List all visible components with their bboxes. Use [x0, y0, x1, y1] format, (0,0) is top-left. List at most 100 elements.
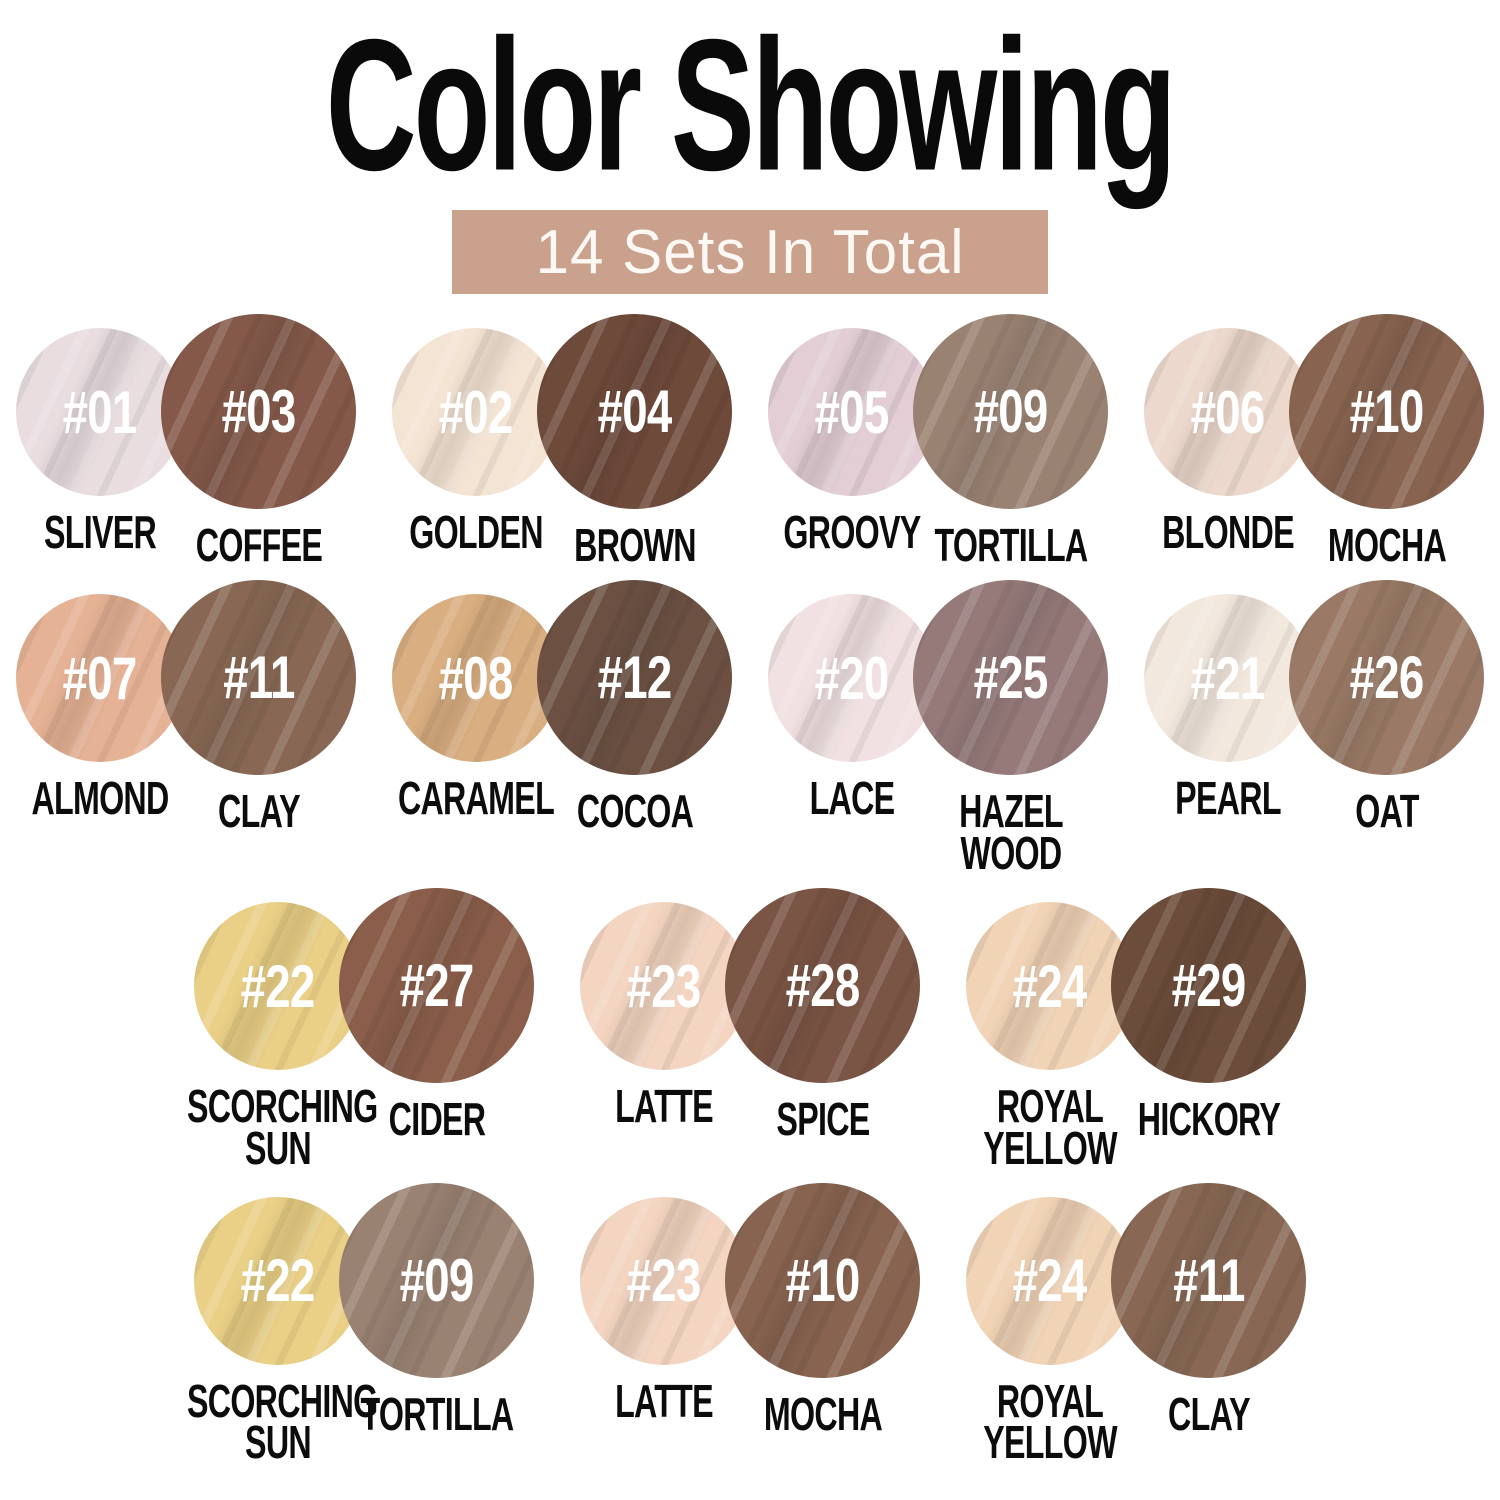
swatch-dark-column: #10 MOCHA	[725, 1182, 920, 1437]
page-title-text: Color Showing	[326, 0, 1177, 210]
swatch-pair: #23 LATTE #28 SPICE	[580, 888, 920, 1146]
swatch-row: #22 SCORCHING SUN #27 CIDER #23 LATTE #28 SPICE…	[0, 888, 1500, 1171]
swatch-number: #03	[221, 378, 297, 445]
swatch-pair: #24 ROYAL YELLOW #11 CLAY	[966, 1182, 1306, 1465]
swatch-circle: #23	[580, 902, 748, 1071]
swatch-name: GOLDEN	[409, 506, 543, 558]
swatch-number: #23	[627, 1247, 702, 1315]
swatch-number: #23	[627, 952, 702, 1020]
swatch-circle: #05	[768, 328, 936, 496]
swatch-name: CIDER	[388, 1093, 485, 1146]
swatch-name: SPICE	[775, 1093, 870, 1146]
swatch-light-column: #06 BLONDE	[1144, 314, 1312, 555]
swatch-pair: #08 CARAMEL #12 COCOA	[392, 580, 732, 835]
swatch-name: OAT	[1354, 785, 1419, 838]
swatch-light-column: #07 ALMOND	[16, 580, 184, 822]
swatch-name: HAZEL WOOD	[958, 785, 1064, 879]
subtitle-banner: 14 Sets In Total	[452, 210, 1048, 294]
swatch-circle: #09	[913, 314, 1108, 509]
swatch-light-column: #23 LATTE	[580, 1183, 748, 1424]
swatch-pair: #21 PEARL #26 OAT	[1144, 580, 1484, 838]
swatch-number: #11	[1172, 1246, 1245, 1314]
swatch-name: LATTE	[615, 1374, 714, 1427]
swatch-circle: #02	[392, 328, 560, 496]
swatch-circle: #10	[1289, 314, 1484, 509]
swatch-name: ROYAL YELLOW	[983, 1374, 1117, 1469]
swatch-name: SCORCHING SUN	[187, 1374, 378, 1469]
swatch-circle: #24	[966, 902, 1134, 1071]
swatch-circle: #01	[16, 328, 184, 496]
swatch-light-column: #24 ROYAL YELLOW	[966, 1183, 1134, 1465]
swatch-name: PEARL	[1175, 772, 1281, 825]
swatch-dark-column: #28 SPICE	[725, 888, 920, 1146]
swatch-light-column: #23 LATTE	[580, 888, 748, 1129]
swatch-circle: #24	[966, 1196, 1134, 1365]
swatch-circle: #04	[537, 314, 732, 509]
swatch-pair: #22 SCORCHING SUN #09 TORTILLA	[187, 1182, 534, 1465]
swatch-name: MOCHA	[1327, 519, 1446, 571]
swatch-name: CARAMEL	[397, 772, 555, 825]
swatch-number: #02	[439, 378, 514, 446]
subtitle-text: 14 Sets In Total	[535, 217, 965, 287]
swatch-light-column: #08 CARAMEL	[392, 580, 560, 822]
swatch-circle: #29	[1111, 888, 1306, 1084]
swatch-circle: #23	[580, 1196, 748, 1365]
swatch-circle: #27	[339, 888, 534, 1084]
swatch-row: #22 SCORCHING SUN #09 TORTILLA #23 LATTE #10 MO…	[0, 1182, 1500, 1465]
swatch-name: BROWN	[573, 519, 696, 571]
swatch-pair: #02 GOLDEN #04 BROWN	[392, 314, 732, 571]
swatch-number: #01	[63, 378, 138, 446]
swatch-light-column: #24 ROYAL YELLOW	[966, 888, 1134, 1171]
swatch-light-column: #01 SLIVER	[16, 314, 184, 555]
swatch-dark-column: #04 BROWN	[537, 314, 732, 571]
swatch-number: #24	[1013, 952, 1088, 1020]
swatch-circle: #25	[913, 580, 1108, 776]
swatch-circle: #20	[768, 594, 936, 763]
swatch-name: BLONDE	[1162, 506, 1294, 558]
swatch-row: #07 ALMOND #11 CLAY #08 CARAMEL #12 COCOA #20 LAC…	[0, 580, 1500, 879]
swatch-grid: #01 SLIVER #03 COFFEE #02 GOLDEN #04 BROWN #05 GR…	[0, 314, 1500, 1465]
swatch-pair: #01 SLIVER #03 COFFEE	[16, 314, 356, 571]
swatch-pair: #24 ROYAL YELLOW #29 HICKORY	[966, 888, 1306, 1171]
swatch-number: #29	[1171, 952, 1247, 1020]
swatch-number: #09	[399, 1246, 475, 1314]
swatch-number: #12	[597, 644, 673, 712]
swatch-name: SCORCHING SUN	[187, 1080, 378, 1174]
swatch-name: SLIVER	[43, 506, 157, 558]
swatch-light-column: #22 SCORCHING SUN	[187, 888, 378, 1171]
swatch-name: CLAY	[1167, 1387, 1251, 1440]
swatch-pair: #05 GROOVY #09 TORTILLA	[768, 314, 1108, 568]
swatch-number: #21	[1191, 644, 1266, 712]
swatch-circle: #03	[161, 314, 356, 509]
swatch-number: #11	[222, 644, 295, 712]
swatch-name: LACE	[809, 772, 896, 825]
swatch-circle: #08	[392, 594, 560, 763]
swatch-dark-column: #12 COCOA	[537, 580, 732, 835]
swatch-number: #26	[1349, 644, 1425, 712]
swatch-number: #27	[399, 952, 475, 1020]
swatch-dark-column: #09 TORTILLA	[339, 1182, 534, 1437]
swatch-name: HICKORY	[1137, 1093, 1280, 1146]
swatch-name: COFFEE	[195, 519, 322, 571]
swatch-pair: #07 ALMOND #11 CLAY	[16, 580, 356, 835]
swatch-pair: #06 BLONDE #10 MOCHA	[1144, 314, 1484, 571]
swatch-circle: #21	[1144, 594, 1312, 763]
swatch-circle: #26	[1289, 580, 1484, 776]
swatch-name: ALMOND	[31, 772, 169, 825]
swatch-number: #04	[597, 378, 673, 445]
swatch-light-column: #02 GOLDEN	[392, 314, 560, 555]
swatch-circle: #12	[537, 580, 732, 776]
swatch-circle: #28	[725, 888, 920, 1084]
swatch-dark-column: #11 CLAY	[161, 580, 356, 835]
swatch-row: #01 SLIVER #03 COFFEE #02 GOLDEN #04 BROWN #05 GR…	[0, 314, 1500, 571]
swatch-dark-column: #25 HAZEL WOOD	[913, 580, 1108, 879]
swatch-number: #22	[241, 1247, 316, 1315]
swatch-circle: #22	[194, 902, 362, 1071]
swatch-pair: #22 SCORCHING SUN #27 CIDER	[187, 888, 534, 1171]
swatch-number: #06	[1191, 378, 1266, 446]
swatch-number: #20	[815, 644, 890, 712]
swatch-number: #08	[439, 644, 514, 712]
swatch-number: #24	[1013, 1247, 1088, 1315]
swatch-number: #05	[815, 378, 890, 446]
